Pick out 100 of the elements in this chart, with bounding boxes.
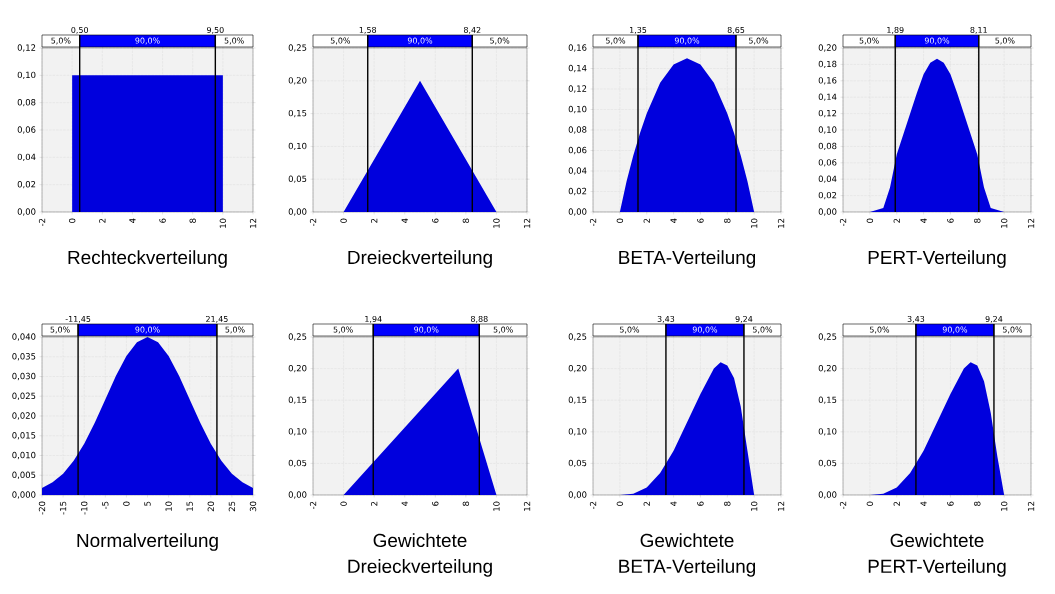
y-tick-label: 0,005 bbox=[12, 471, 36, 479]
text: Gewichtete PERT-Verteilung bbox=[868, 533, 1006, 577]
x-tick-label: 2 bbox=[893, 218, 900, 223]
x-tick-label: -2 bbox=[839, 218, 847, 227]
y-tick-label: 0,00 bbox=[568, 208, 587, 216]
y-tick-label: 0,08 bbox=[818, 142, 837, 151]
y-tick-label: 0,06 bbox=[568, 146, 587, 155]
y-tick-label: 0,25 bbox=[818, 333, 837, 341]
y-tick-label: 0,05 bbox=[288, 459, 307, 468]
y-tick-label: 0,04 bbox=[818, 175, 837, 183]
y-tick-label: 0,04 bbox=[17, 153, 36, 161]
text: Normalverteilung bbox=[77, 533, 218, 551]
x-tick-label: 8 bbox=[724, 501, 731, 506]
y-tick-label: 0,05 bbox=[818, 459, 837, 468]
y-tick-label: 0,02 bbox=[818, 191, 837, 200]
x-tick-label: 4 bbox=[401, 218, 408, 223]
y-tick-label: 0,000 bbox=[12, 491, 36, 499]
x-tick-label: 2 bbox=[371, 218, 378, 223]
x-tick-label: 4 bbox=[920, 218, 927, 223]
x-tick-label: 6 bbox=[697, 218, 704, 223]
y-tick-label: 0,20 bbox=[568, 364, 587, 373]
x-tick-label: 0 bbox=[123, 501, 130, 506]
x-tick-label: 0 bbox=[340, 218, 347, 223]
y-tick-label: 0,20 bbox=[288, 77, 307, 85]
y-tick-label: 0,030 bbox=[12, 372, 36, 381]
y-tick-label: 0,010 bbox=[12, 451, 36, 460]
y-tick-label: 0,16 bbox=[818, 77, 837, 85]
y-tick-label: 0,15 bbox=[288, 396, 307, 404]
x-tick-label: 8 bbox=[974, 218, 981, 223]
x-tick-label: 10 bbox=[1000, 501, 1008, 511]
x-tick-label: -2 bbox=[589, 501, 597, 510]
x-tick-label: 6 bbox=[947, 218, 954, 223]
x-tick-label: 0 bbox=[68, 218, 76, 223]
x-tick-label: -20 bbox=[38, 501, 46, 515]
y-tick-label: 0,25 bbox=[288, 44, 307, 52]
x-tick-label: 0 bbox=[616, 218, 624, 223]
y-tick-label: 0,12 bbox=[568, 85, 587, 93]
y-tick-label: 0,10 bbox=[568, 105, 587, 114]
x-tick-label: -2 bbox=[839, 501, 847, 510]
text: Gewichtete Dreieckverteilung bbox=[348, 533, 492, 577]
x-tick-label: 20 bbox=[207, 501, 215, 512]
y-tick-label: 0,12 bbox=[818, 109, 837, 118]
x-tick-label: 4 bbox=[129, 218, 136, 223]
x-tick-label: 10 bbox=[165, 501, 172, 511]
y-tick-label: 0,06 bbox=[818, 159, 837, 167]
y-tick-label: 0,00 bbox=[288, 208, 307, 216]
x-tick-label: 0 bbox=[340, 501, 347, 506]
y-tick-label: 0,06 bbox=[17, 126, 36, 134]
x-tick-label: 30 bbox=[249, 501, 257, 512]
text: Rechteckverteilung bbox=[68, 250, 227, 268]
y-tick-label: 0,00 bbox=[17, 208, 36, 216]
y-tick-label: 0,020 bbox=[12, 412, 36, 420]
x-tick-label: 12 bbox=[523, 501, 531, 511]
x-tick-label: 4 bbox=[920, 501, 927, 506]
y-tick-label: 0,08 bbox=[17, 99, 36, 107]
x-tick-label: 6 bbox=[159, 218, 166, 223]
y-tick-label: 0,25 bbox=[288, 333, 307, 341]
x-tick-label: 4 bbox=[401, 501, 408, 506]
x-tick-label: 10 bbox=[493, 501, 500, 511]
x-tick-label: -15 bbox=[59, 501, 67, 515]
y-tick-label: 0,00 bbox=[288, 491, 307, 499]
y-tick-label: 0,10 bbox=[17, 71, 36, 79]
x-tick-label: 10 bbox=[750, 501, 758, 511]
y-tick-label: 0,15 bbox=[568, 396, 587, 404]
x-tick-label: 4 bbox=[670, 218, 677, 223]
x-tick-label: 4 bbox=[670, 501, 677, 506]
x-tick-label: -2 bbox=[309, 501, 317, 510]
y-tick-label: 0,10 bbox=[288, 142, 307, 151]
y-tick-label: 0,08 bbox=[568, 126, 587, 134]
y-tick-label: 0,10 bbox=[288, 428, 307, 436]
y-tick-label: 0,00 bbox=[568, 491, 587, 499]
text: Dreieckverteilung bbox=[348, 250, 492, 268]
x-tick-label: 8 bbox=[724, 218, 731, 223]
x-tick-label: 10 bbox=[493, 218, 500, 228]
y-tick-label: 0,12 bbox=[17, 44, 36, 52]
x-tick-label: 12 bbox=[1027, 501, 1035, 511]
y-tick-label: 0,14 bbox=[568, 64, 587, 73]
x-tick-label: 12 bbox=[249, 218, 257, 228]
x-tick-label: 6 bbox=[947, 501, 954, 506]
x-tick-label: 2 bbox=[893, 501, 900, 506]
x-tick-label: 12 bbox=[523, 218, 531, 228]
x-tick-label: 10 bbox=[219, 218, 227, 228]
text: Gewichtete BETA-Verteilung bbox=[619, 533, 756, 577]
x-tick-label: 2 bbox=[99, 218, 106, 223]
x-tick-label: 6 bbox=[697, 501, 704, 506]
x-tick-label: -2 bbox=[309, 218, 317, 227]
x-tick-label: 0 bbox=[866, 218, 874, 223]
y-tick-label: 0,05 bbox=[568, 459, 587, 468]
y-tick-label: 0,015 bbox=[12, 432, 36, 440]
x-tick-label: 8 bbox=[974, 501, 981, 506]
y-tick-label: 0,05 bbox=[288, 175, 307, 183]
y-tick-label: 0,25 bbox=[568, 333, 587, 341]
x-tick-label: 25 bbox=[228, 501, 236, 512]
x-tick-label: 5 bbox=[144, 501, 151, 506]
y-tick-label: 0,040 bbox=[12, 333, 36, 341]
x-tick-label: 0 bbox=[866, 501, 874, 506]
x-tick-label: -2 bbox=[38, 218, 46, 227]
y-tick-label: 0,20 bbox=[818, 364, 837, 373]
x-tick-label: 0 bbox=[616, 501, 624, 506]
x-tick-label: 6 bbox=[432, 501, 439, 506]
